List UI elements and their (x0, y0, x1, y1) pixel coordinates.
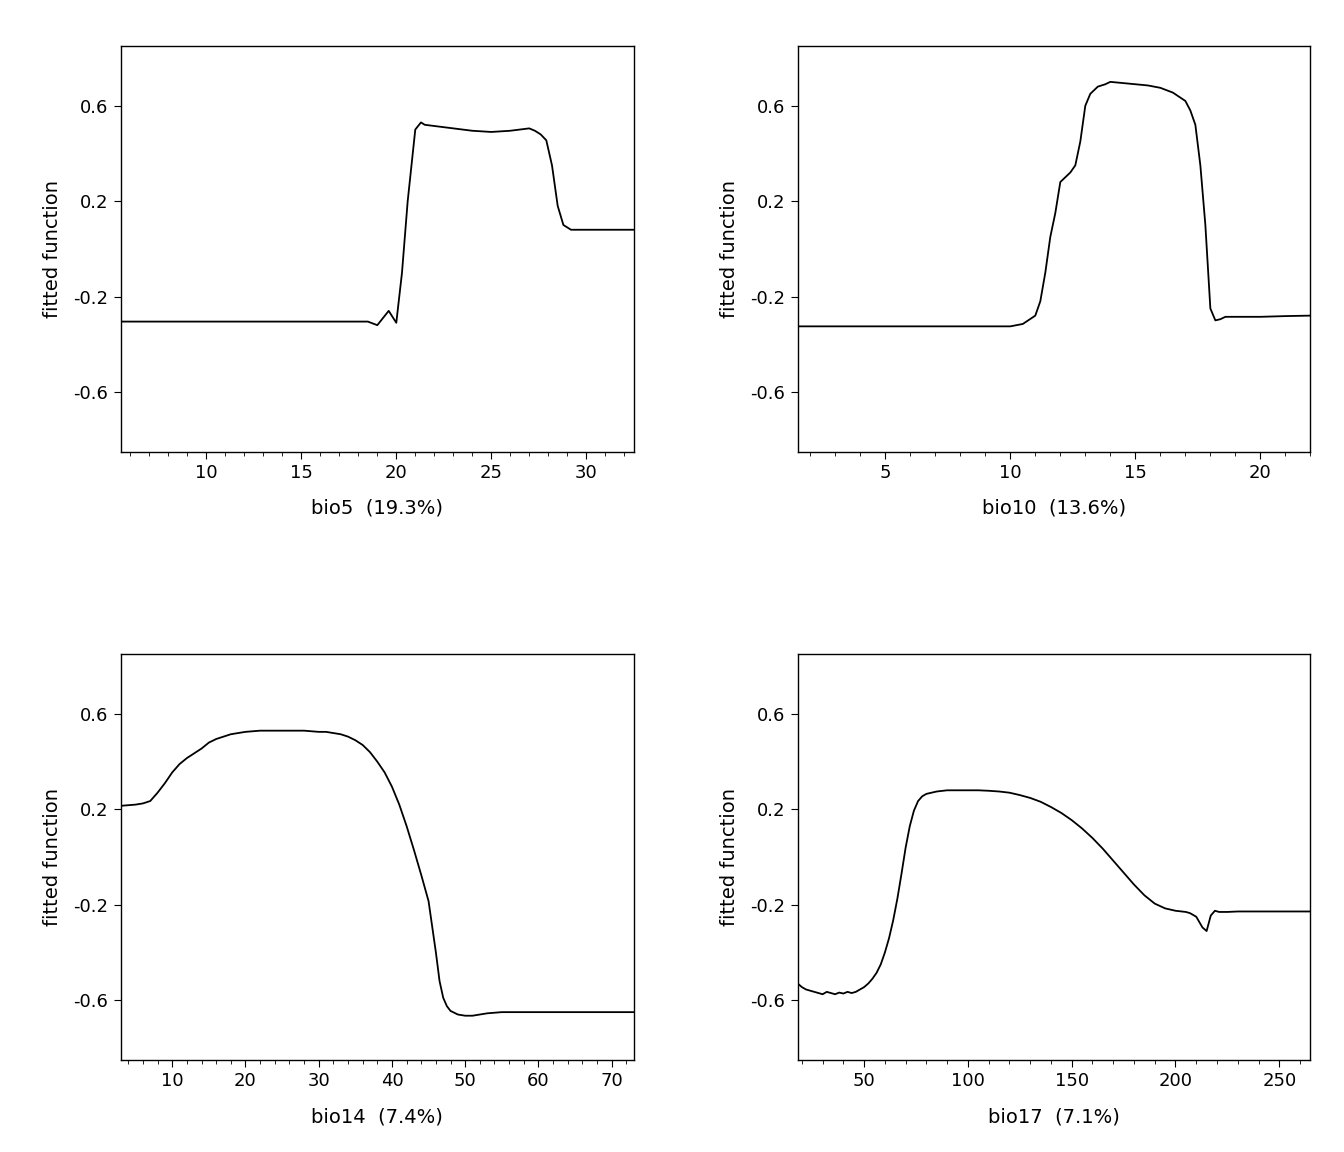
Y-axis label: fitted function: fitted function (43, 180, 62, 318)
X-axis label: bio5  (19.3%): bio5 (19.3%) (312, 499, 444, 517)
Y-axis label: fitted function: fitted function (43, 788, 62, 926)
X-axis label: bio10  (13.6%): bio10 (13.6%) (982, 499, 1126, 517)
Y-axis label: fitted function: fitted function (720, 788, 739, 926)
X-axis label: bio17  (7.1%): bio17 (7.1%) (988, 1107, 1120, 1126)
Y-axis label: fitted function: fitted function (720, 180, 739, 318)
X-axis label: bio14  (7.4%): bio14 (7.4%) (312, 1107, 444, 1126)
